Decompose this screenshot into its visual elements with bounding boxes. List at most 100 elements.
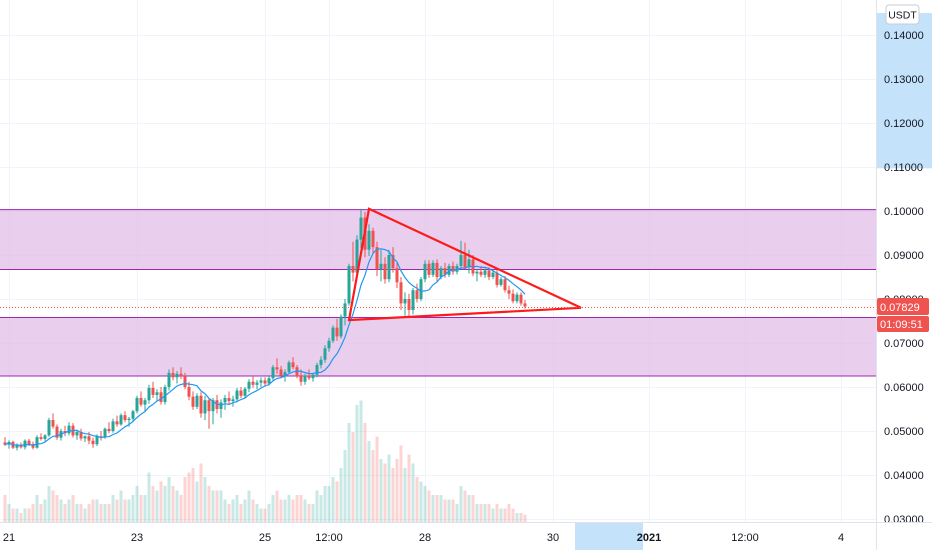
candle-body[interactable]	[272, 367, 275, 378]
candle-body[interactable]	[476, 272, 479, 274]
candle-body[interactable]	[44, 435, 47, 439]
candle-body[interactable]	[276, 367, 279, 369]
candle-body[interactable]	[408, 299, 411, 310]
candle-body[interactable]	[204, 400, 207, 413]
candle-body[interactable]	[452, 266, 455, 272]
candle-body[interactable]	[84, 436, 87, 438]
candle-body[interactable]	[504, 279, 507, 290]
candle-body[interactable]	[180, 374, 183, 376]
candle-body[interactable]	[428, 264, 431, 275]
candle-body[interactable]	[224, 398, 227, 402]
candle-body[interactable]	[312, 375, 315, 379]
candle-body[interactable]	[28, 441, 31, 445]
candle-body[interactable]	[324, 348, 327, 359]
candle-body[interactable]	[372, 231, 375, 247]
candle-body[interactable]	[340, 317, 343, 337]
candle-body[interactable]	[252, 382, 255, 385]
candle-body[interactable]	[440, 268, 443, 277]
candle-body[interactable]	[436, 263, 439, 277]
candle-body[interactable]	[308, 376, 311, 379]
candle-body[interactable]	[416, 290, 419, 299]
candle-body[interactable]	[108, 429, 111, 431]
candle-body[interactable]	[348, 266, 351, 303]
candle-body[interactable]	[88, 436, 91, 440]
candle-body[interactable]	[144, 400, 147, 404]
candle-body[interactable]	[288, 362, 291, 372]
candle-body[interactable]	[208, 400, 211, 411]
candle-body[interactable]	[92, 441, 95, 445]
candle-body[interactable]	[396, 268, 399, 282]
candle-body[interactable]	[496, 273, 499, 285]
candle-body[interactable]	[244, 389, 247, 396]
candle-body[interactable]	[508, 290, 511, 294]
candle-body[interactable]	[256, 383, 259, 385]
candle-body[interactable]	[264, 380, 267, 383]
candle-body[interactable]	[40, 437, 43, 439]
candle-body[interactable]	[384, 264, 387, 279]
candle-body[interactable]	[16, 446, 19, 448]
candle-body[interactable]	[184, 376, 187, 387]
candle-body[interactable]	[232, 399, 235, 401]
candle-body[interactable]	[352, 266, 355, 273]
candle-body[interactable]	[464, 255, 467, 267]
candle-body[interactable]	[420, 279, 423, 299]
candle-body[interactable]	[132, 411, 135, 418]
candle-body[interactable]	[484, 270, 487, 274]
candle-body[interactable]	[268, 378, 271, 383]
candle-body[interactable]	[424, 264, 427, 279]
candle-body[interactable]	[344, 303, 347, 316]
zone-rectangle[interactable]	[0, 210, 876, 270]
candle-body[interactable]	[488, 270, 491, 277]
candle-body[interactable]	[388, 255, 391, 279]
candle-body[interactable]	[188, 387, 191, 397]
candle-body[interactable]	[280, 369, 283, 375]
candle-body[interactable]	[192, 397, 195, 407]
candle-body[interactable]	[156, 392, 159, 395]
candle-body[interactable]	[196, 396, 199, 407]
candle-body[interactable]	[480, 272, 483, 275]
candle-body[interactable]	[124, 415, 127, 420]
zone-rectangle[interactable]	[0, 317, 876, 376]
candle-body[interactable]	[380, 264, 383, 269]
candle-body[interactable]	[300, 376, 303, 382]
candle-body[interactable]	[404, 299, 407, 303]
candle-body[interactable]	[500, 279, 503, 285]
candle-body[interactable]	[520, 295, 523, 304]
candle-body[interactable]	[432, 263, 435, 275]
candle-body[interactable]	[128, 419, 131, 420]
candle-body[interactable]	[76, 432, 79, 436]
candle-body[interactable]	[236, 391, 239, 400]
candle-body[interactable]	[512, 294, 515, 301]
candle-body[interactable]	[24, 441, 27, 448]
candle-body[interactable]	[36, 437, 39, 448]
candle-body[interactable]	[360, 218, 363, 240]
candle-body[interactable]	[240, 391, 243, 396]
candle-body[interactable]	[400, 282, 403, 303]
candle-body[interactable]	[48, 420, 51, 435]
candle-body[interactable]	[120, 415, 123, 424]
candle-body[interactable]	[320, 360, 323, 365]
candle-body[interactable]	[112, 421, 115, 431]
candle-body[interactable]	[136, 398, 139, 411]
candle-body[interactable]	[304, 376, 307, 382]
candle-body[interactable]	[140, 398, 143, 405]
candle-body[interactable]	[96, 436, 99, 444]
candle-body[interactable]	[116, 421, 119, 424]
candle-body[interactable]	[168, 373, 171, 387]
candle-body[interactable]	[220, 402, 223, 409]
candle-body[interactable]	[516, 295, 519, 302]
candle-body[interactable]	[52, 420, 55, 427]
candle-body[interactable]	[524, 303, 527, 306]
candle-body[interactable]	[160, 392, 163, 402]
candle-body[interactable]	[328, 341, 331, 348]
candle-body[interactable]	[200, 396, 203, 414]
candle-body[interactable]	[260, 380, 263, 382]
candle-body[interactable]	[228, 398, 231, 401]
candle-body[interactable]	[332, 328, 335, 341]
candle-body[interactable]	[152, 388, 155, 395]
candle-body[interactable]	[368, 231, 371, 250]
candle-body[interactable]	[148, 388, 151, 400]
candle-body[interactable]	[292, 362, 295, 367]
candle-body[interactable]	[336, 328, 339, 337]
